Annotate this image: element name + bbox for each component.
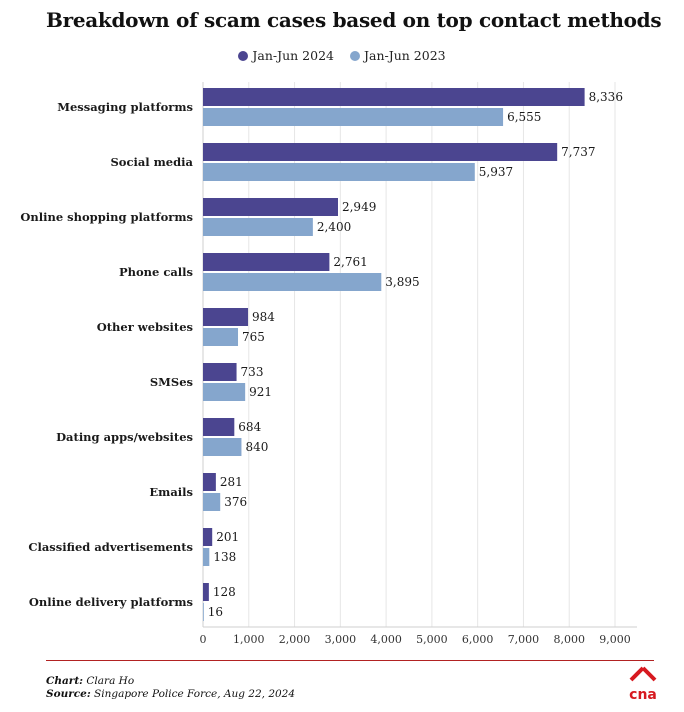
- x-tick-label: 9,000: [599, 633, 631, 646]
- category-label: Messaging platforms: [57, 100, 193, 114]
- category-label: SMSes: [150, 375, 193, 389]
- x-tick-label: 6,000: [462, 633, 494, 646]
- chart-footer: Chart: Clara Ho Source: Singapore Police…: [46, 660, 654, 701]
- credit-label: Chart:: [46, 675, 84, 687]
- data-label: 6,555: [507, 110, 541, 124]
- data-label: 840: [245, 440, 268, 454]
- bar: [203, 328, 239, 346]
- credit-line: Chart: Clara Ho: [46, 675, 654, 688]
- x-tick-label: 4,000: [370, 633, 402, 646]
- data-label: 5,937: [479, 165, 513, 179]
- data-label: 201: [216, 530, 239, 544]
- x-tick-label: 8,000: [553, 633, 585, 646]
- x-tick-label: 3,000: [325, 633, 357, 646]
- category-label: Online shopping platforms: [20, 210, 193, 224]
- bar: [203, 218, 313, 236]
- cna-logo-mark: [629, 666, 657, 682]
- legend-item-2024: Jan-Jun 2024: [238, 48, 334, 63]
- credit-value: Clara Ho: [83, 675, 135, 687]
- bar: [203, 253, 330, 271]
- legend-item-2023: Jan-Jun 2023: [349, 48, 446, 63]
- data-label: 984: [252, 310, 275, 324]
- bar: [203, 143, 558, 161]
- x-tick-label: 1,000: [233, 633, 265, 646]
- bar: [203, 88, 585, 106]
- source-line: Source: Singapore Police Force, Aug 22, …: [46, 688, 654, 701]
- bar: [203, 603, 204, 621]
- data-label: 7,737: [561, 145, 595, 159]
- data-label: 128: [213, 585, 236, 599]
- bar: [203, 418, 235, 436]
- data-label: 921: [249, 385, 272, 399]
- category-label: Dating apps/websites: [56, 430, 193, 444]
- category-label: Classified advertisements: [28, 540, 193, 554]
- data-label: 2,761: [333, 255, 367, 269]
- data-label: 2,400: [317, 220, 351, 234]
- legend-swatch-2024: [238, 50, 249, 61]
- data-label: 138: [213, 550, 236, 564]
- data-label: 684: [238, 420, 261, 434]
- bar: [203, 108, 504, 126]
- bar: [203, 273, 382, 291]
- data-label: 8,336: [589, 90, 623, 104]
- bar: [203, 473, 216, 491]
- category-label: Other websites: [97, 320, 193, 334]
- data-label: 765: [242, 330, 265, 344]
- category-label: Phone calls: [119, 265, 193, 279]
- x-tick-label: 2,000: [279, 633, 311, 646]
- x-tick-label: 7,000: [508, 633, 540, 646]
- data-label: 376: [224, 495, 247, 509]
- bar: [203, 583, 209, 601]
- data-label: 281: [220, 475, 243, 489]
- bar: [203, 363, 237, 381]
- legend-swatch-2023: [349, 50, 360, 61]
- bar: [203, 163, 475, 181]
- cna-logo-text: cna: [629, 687, 657, 702]
- bar-chart: 0 1,000 2,000 3,000 4,000 5,000 6,000 7,000 8,00…: [20, 82, 637, 646]
- data-label: 733: [241, 365, 264, 379]
- cna-logo: cna: [629, 666, 657, 702]
- source-value: Singapore Police Force, Aug 22, 2024: [90, 688, 296, 700]
- bar: [203, 548, 210, 566]
- data-label: 3,895: [385, 275, 419, 289]
- bar: [203, 438, 242, 456]
- x-tick-label: 5,000: [416, 633, 448, 646]
- x-tick-label: 0: [200, 633, 207, 646]
- bar: [203, 198, 338, 216]
- bar: [203, 528, 213, 546]
- category-label: Online delivery platforms: [29, 595, 193, 609]
- chart-legend: Jan-Jun 2024 Jan-Jun 2023: [0, 48, 684, 64]
- source-label: Source:: [46, 688, 91, 700]
- legend-label-2024: Jan-Jun 2024: [252, 48, 334, 63]
- data-label: 16: [208, 605, 223, 619]
- category-label: Social media: [110, 155, 193, 169]
- category-label: Emails: [149, 485, 193, 499]
- bar: [203, 383, 246, 401]
- chart-title: Breakdown of scam cases based on top con…: [46, 8, 662, 32]
- legend-label-2023: Jan-Jun 2023: [363, 48, 446, 63]
- data-label: 2,949: [342, 200, 376, 214]
- bar: [203, 493, 221, 511]
- bar: [203, 308, 249, 326]
